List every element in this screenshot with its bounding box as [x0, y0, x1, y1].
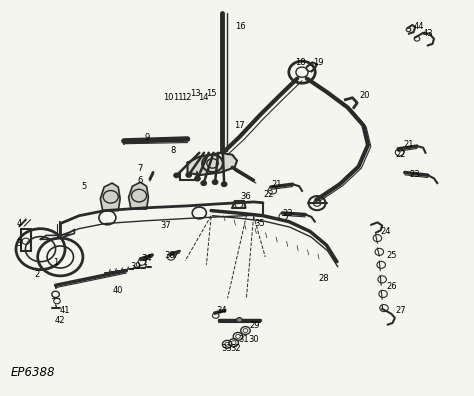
Text: 33: 33 — [221, 344, 232, 353]
Circle shape — [195, 176, 201, 181]
Text: 38: 38 — [164, 251, 175, 259]
Text: 34: 34 — [141, 255, 152, 263]
Text: 9: 9 — [145, 133, 150, 141]
Text: 30: 30 — [248, 335, 259, 344]
Polygon shape — [128, 182, 148, 209]
Text: 24: 24 — [380, 227, 391, 236]
Text: 21: 21 — [272, 180, 283, 189]
Text: 22: 22 — [396, 150, 406, 159]
Circle shape — [186, 173, 191, 177]
Text: 1: 1 — [53, 258, 58, 267]
Text: 41: 41 — [60, 306, 70, 314]
Text: 39: 39 — [130, 262, 141, 271]
Text: 43: 43 — [422, 29, 433, 38]
Circle shape — [174, 173, 180, 178]
Text: 23: 23 — [410, 170, 420, 179]
Text: 20: 20 — [359, 91, 369, 100]
Text: 16: 16 — [236, 23, 246, 31]
Text: 10: 10 — [164, 93, 174, 102]
Text: 29: 29 — [250, 321, 260, 330]
Text: 3: 3 — [17, 239, 22, 248]
Circle shape — [221, 182, 227, 187]
Text: 22: 22 — [264, 190, 274, 198]
Text: 34: 34 — [217, 306, 227, 314]
Text: 18: 18 — [295, 58, 306, 67]
Text: 11: 11 — [173, 93, 183, 102]
Text: 4: 4 — [17, 219, 22, 228]
Polygon shape — [100, 183, 120, 211]
Text: 19: 19 — [313, 58, 323, 67]
Text: 13: 13 — [190, 89, 201, 98]
Text: 26: 26 — [386, 282, 397, 291]
Text: 23: 23 — [283, 209, 293, 218]
Text: 25: 25 — [386, 251, 397, 259]
Polygon shape — [188, 153, 237, 175]
Text: 7: 7 — [138, 164, 143, 173]
Circle shape — [237, 318, 242, 322]
Text: 44: 44 — [413, 23, 424, 31]
Text: 12: 12 — [182, 93, 192, 102]
Text: 5: 5 — [81, 182, 86, 191]
Text: 27: 27 — [396, 306, 406, 314]
Text: 36: 36 — [240, 192, 251, 200]
Text: 35: 35 — [255, 219, 265, 228]
Text: 15: 15 — [206, 89, 216, 98]
Text: 17: 17 — [234, 121, 245, 130]
Text: 6: 6 — [138, 176, 143, 185]
Text: 21: 21 — [404, 141, 414, 149]
Circle shape — [212, 180, 218, 185]
Text: 2: 2 — [34, 270, 39, 279]
Text: 32: 32 — [231, 344, 241, 353]
Text: 8: 8 — [171, 146, 176, 155]
Text: 31: 31 — [239, 335, 249, 344]
Text: EP6388: EP6388 — [11, 366, 55, 379]
Text: 42: 42 — [55, 316, 65, 325]
Text: 37: 37 — [160, 221, 171, 230]
Text: 14: 14 — [198, 93, 208, 102]
Circle shape — [201, 181, 207, 185]
Text: 40: 40 — [113, 286, 124, 295]
Text: 28: 28 — [319, 274, 329, 283]
